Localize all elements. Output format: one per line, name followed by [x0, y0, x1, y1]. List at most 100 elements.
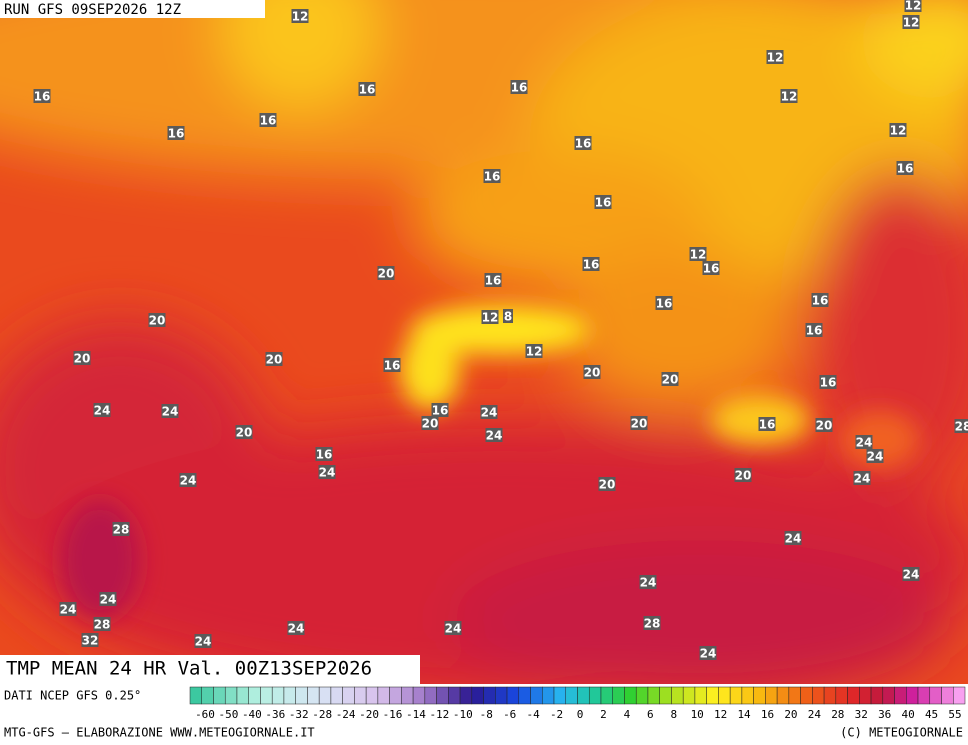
contour-label: 20 [149, 314, 166, 328]
label-box [702, 261, 720, 275]
contour-label: 32 [82, 634, 99, 648]
contour-label: 16 [359, 83, 376, 97]
colorbar-swatch [412, 686, 426, 705]
label-box [630, 416, 648, 430]
label-box [484, 273, 502, 287]
colorbar-label: -60 [195, 708, 215, 721]
label-box [639, 575, 657, 589]
colorbar: -60 -50 -40 -36 -32 -28 -24 -20 -16 -14 -12 -10 -8 -6… [189, 686, 966, 721]
label-box [287, 621, 305, 635]
contour-label: 8 [504, 310, 512, 324]
colorbar-swatch [260, 686, 273, 705]
colorbar-swatch [894, 686, 907, 705]
contour-label: 12 [767, 51, 784, 65]
label-box [954, 419, 968, 433]
label-box [805, 323, 823, 337]
label-box [889, 123, 907, 137]
colorbar-label: 16 [761, 708, 774, 721]
colorbar-label: -6 [503, 708, 516, 721]
colorbar-swatch [483, 686, 496, 705]
label-box [758, 417, 776, 431]
colorbar-swatch [518, 686, 531, 705]
colorbar-swatch [189, 686, 202, 705]
colorbar-swatch [459, 686, 473, 705]
label-box [598, 477, 616, 491]
contour-label: 20 [422, 417, 439, 431]
colorbar-label: 28 [831, 708, 844, 721]
colorbar-label: 45 [925, 708, 938, 721]
colorbar-swatch [659, 686, 672, 705]
label-box [574, 136, 592, 150]
colorbar-swatch [577, 686, 590, 705]
contour-label: 16 [384, 359, 401, 373]
colorbar-label: 20 [784, 708, 797, 721]
label-box [161, 404, 179, 418]
label-box [902, 567, 920, 581]
temperature-field [0, 0, 968, 684]
contour-label: 24 [195, 635, 212, 649]
colorbar-swatch [647, 686, 660, 705]
contour-label: 16 [168, 127, 185, 141]
colorbar-swatch [283, 686, 296, 705]
map-title: TMP MEAN 24 HR Val. 00Z13SEP2026 [6, 658, 372, 680]
label-box [582, 257, 600, 271]
contour-label: 16 [575, 137, 592, 151]
colorbar-swatch [953, 686, 966, 705]
label-box [503, 309, 513, 323]
contour-label: 12 [905, 0, 922, 13]
colorbar-swatch [448, 686, 461, 705]
colorbar-swatch [506, 686, 520, 705]
header-box [0, 0, 265, 18]
label-box [904, 0, 922, 12]
colorbar-label: 10 [691, 708, 704, 721]
colorbar-label: 6 [647, 708, 654, 721]
colorbar-swatch [471, 686, 484, 705]
label-box [483, 169, 501, 183]
label-box [689, 247, 707, 261]
label-box [358, 82, 376, 96]
label-box [855, 435, 873, 449]
contour-label: 20 [631, 417, 648, 431]
colorbar-swatch [729, 686, 743, 705]
colorbar-swatch [495, 686, 508, 705]
contour-label: 24 [162, 405, 179, 419]
contour-label: 20 [599, 478, 616, 492]
label-box [167, 126, 185, 140]
colorbar-swatch [906, 686, 919, 705]
label-box [481, 310, 499, 324]
label-box [699, 646, 717, 660]
colorbar-swatch [224, 686, 238, 705]
colorbar-label: -4 [527, 708, 541, 721]
colorbar-swatch [342, 686, 355, 705]
colorbar-swatch [424, 686, 437, 705]
colorbar-swatch [812, 686, 825, 705]
contour-label: 24 [700, 647, 717, 661]
colorbar-swatch [859, 686, 872, 705]
colorbar-swatch [941, 686, 954, 705]
contour-label: 24 [94, 404, 111, 418]
colorbar-swatch [823, 686, 837, 705]
label-box [93, 617, 111, 631]
colorbar-label: 24 [808, 708, 822, 721]
label-box [815, 418, 833, 432]
label-box [59, 602, 77, 616]
contour-label: 24 [288, 622, 305, 636]
colorbar-swatch [776, 686, 790, 705]
colorbar-label: 2 [600, 708, 607, 721]
run-info: RUN GFS 09SEP2026 12Z [4, 2, 181, 18]
label-box [431, 403, 449, 417]
contour-label: 16 [316, 448, 333, 462]
contour-label: 28 [644, 617, 661, 631]
label-box [896, 161, 914, 175]
colorbar-swatch [354, 686, 367, 705]
contour-label: 20 [816, 419, 833, 433]
contour-label: 24 [856, 436, 873, 450]
label-box [377, 266, 395, 280]
colorbar-swatch [765, 686, 778, 705]
colorbar-swatch [600, 686, 613, 705]
label-box [235, 425, 253, 439]
colorbar-swatch [330, 686, 343, 705]
colorbar-swatch [929, 686, 942, 705]
colorbar-swatch [553, 686, 567, 705]
colorbar-label: -16 [383, 708, 403, 721]
